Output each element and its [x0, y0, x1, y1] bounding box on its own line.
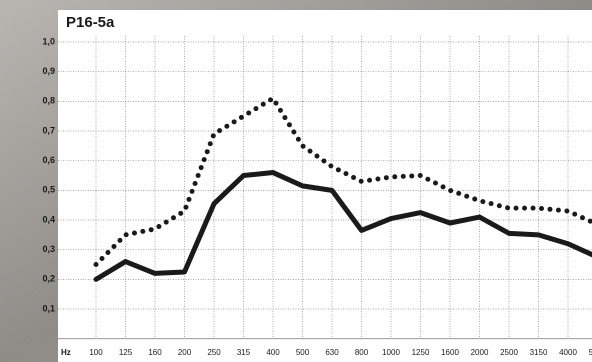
x-tick-label: 125	[119, 348, 133, 357]
x-tick-label: 500	[296, 348, 310, 357]
y-tick-label: 0,8	[42, 96, 55, 106]
y-tick-label: 0,3	[42, 244, 55, 254]
y-tick-label: 0,1	[42, 303, 55, 313]
x-tick-label: 630	[325, 348, 339, 357]
y-tick-label: 0,7	[42, 125, 55, 135]
x-tick-label: 2000	[471, 348, 489, 357]
x-tick-label: 1000	[382, 348, 400, 357]
x-tick-label: 400	[266, 348, 280, 357]
x-axis-label: Hz	[61, 348, 71, 357]
x-tick-label: 1250	[412, 348, 430, 357]
y-tick-label: 0,4	[42, 214, 55, 224]
x-tick-label: 100	[89, 348, 103, 357]
x-tick-label: 800	[355, 348, 369, 357]
x-tick-label: 4000	[559, 348, 577, 357]
x-tick-label: 1600	[441, 348, 459, 357]
x-tick-label: 2500	[500, 348, 518, 357]
series-line	[93, 170, 592, 282]
series-line	[93, 95, 592, 268]
x-tick-label: 250	[207, 348, 221, 357]
panel	[58, 10, 592, 362]
y-tick-label: 0,6	[42, 155, 55, 165]
x-tick-label: 200	[178, 348, 192, 357]
x-tick-label: 160	[148, 348, 162, 357]
y-tick-label: 1,0	[42, 36, 55, 46]
y-tick-label: 0,5	[42, 185, 55, 195]
y-tick-label: 0,2	[42, 274, 55, 284]
chart-title: P16-5a	[66, 14, 115, 31]
x-tick-label: 3150	[530, 348, 548, 357]
x-tick-label: 315	[237, 348, 251, 357]
x-tick-label: 5000	[589, 348, 592, 357]
y-tick-label: 0,9	[42, 66, 55, 76]
